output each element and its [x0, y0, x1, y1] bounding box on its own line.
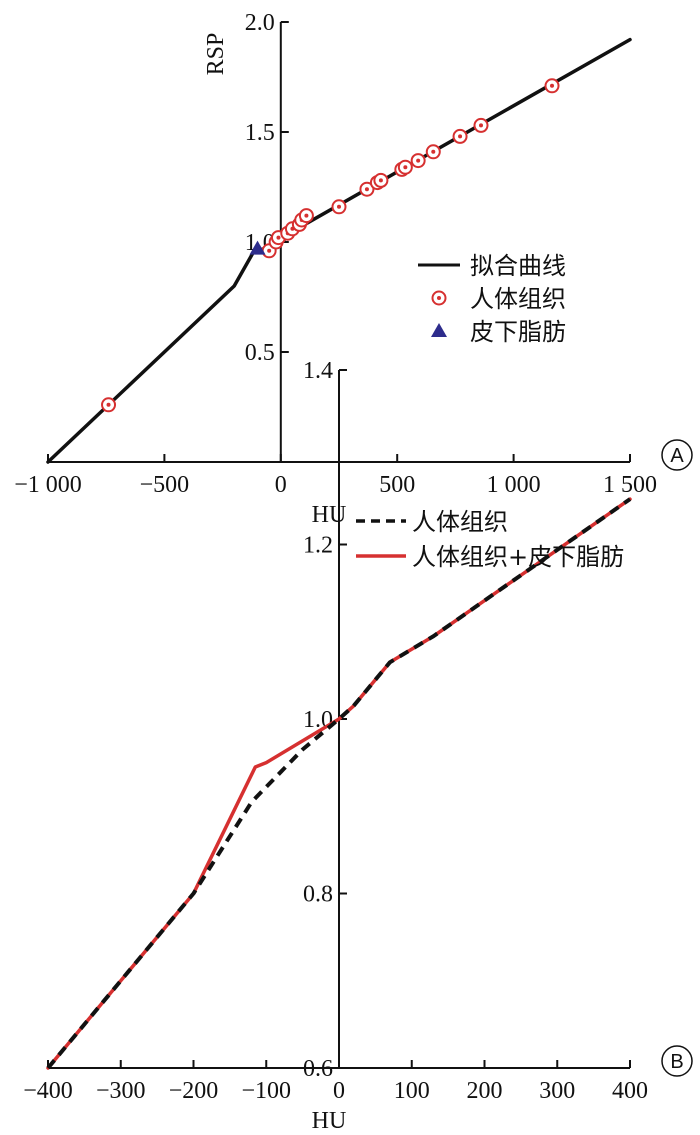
panel-letter-circle: [661, 439, 693, 471]
series-line-0: [46, 497, 632, 1070]
y-tick-label: 1.0: [303, 707, 333, 733]
tissue-point-dot: [416, 158, 421, 163]
panel-a: −1 000 −500 0 500 1 000 1 5000.51.01.52.0HURS…: [14, 10, 693, 528]
x-tick-label: 200: [467, 1078, 503, 1104]
x-tick-label: 0: [333, 1078, 345, 1104]
x-tick-label: −100: [241, 1078, 291, 1104]
x-axis-title: HU: [312, 1108, 347, 1134]
y-tick-label: 0.8: [303, 882, 333, 908]
tissue-point: [101, 397, 117, 413]
tissue-point-dot: [550, 83, 555, 88]
y-tick-label: 1.2: [303, 533, 333, 559]
panel-letter: B: [670, 1051, 683, 1073]
tissue-point: [473, 117, 489, 133]
y-axis-title: RSP: [203, 33, 229, 76]
tissue-point: [397, 159, 413, 175]
x-tick-label: 300: [539, 1078, 575, 1104]
tissue-point: [298, 208, 314, 224]
panel-b: −400 −300 −200 −100 0 100 200 300 400 0.6 0.8 1.0 1.…: [23, 358, 693, 1134]
tissue-point-dot: [106, 402, 111, 407]
y-tick-label: 1.5: [245, 120, 275, 146]
legend-label: 拟合曲线: [470, 252, 566, 280]
x-tick-label: 1 500: [603, 472, 657, 498]
legend-swatch-tissue-dot: [437, 296, 441, 300]
y-tick-label: 0.5: [245, 340, 275, 366]
tissue-point-dot: [337, 204, 341, 209]
legend-label: 人体组织+皮下脂肪: [412, 543, 624, 571]
x-tick-label: 400: [612, 1078, 648, 1104]
panel-letter-circle: [661, 1045, 693, 1077]
x-tick-label: 500: [379, 472, 415, 498]
fat-point: [249, 240, 266, 255]
tissue-point: [359, 181, 375, 197]
legend-label: 人体组织: [470, 285, 566, 313]
tissue-point: [373, 172, 389, 188]
legend-label: 皮下脂肪: [470, 318, 566, 346]
tissue-point-dot: [304, 213, 309, 218]
x-tick-label: 0: [275, 472, 287, 498]
x-tick-label: 100: [394, 1078, 430, 1104]
tissue-point-dot: [267, 248, 272, 253]
tissue-point: [410, 153, 426, 169]
tissue-point-dot: [276, 235, 281, 240]
x-tick-label: −400: [23, 1078, 73, 1104]
y-tick-label: 2.0: [245, 10, 275, 36]
tissue-point-dot: [403, 165, 408, 170]
tissue-point-dot: [364, 187, 369, 192]
x-tick-label: −300: [96, 1078, 146, 1104]
tissue-point-dot: [431, 149, 436, 154]
x-tick-label: −200: [169, 1078, 219, 1104]
y-tick-label: 1.4: [303, 358, 333, 384]
legend-label: 人体组织: [412, 508, 508, 536]
tissue-point: [452, 128, 468, 144]
legend-swatch-fat: [431, 323, 447, 337]
tissue-point: [544, 78, 560, 94]
panel-letter: A: [670, 445, 684, 467]
x-tick-label: −500: [140, 472, 190, 498]
x-tick-label: −1 000: [14, 472, 82, 498]
tissue-point-dot: [458, 134, 463, 139]
tissue-point-dot: [479, 123, 484, 128]
y-tick-label: 0.6: [303, 1056, 333, 1082]
x-axis-title: HU: [312, 502, 347, 528]
tissue-point-dot: [378, 178, 383, 183]
x-tick-label: 1 000: [487, 472, 541, 498]
tissue-point: [425, 144, 441, 160]
tissue-point: [331, 199, 347, 215]
